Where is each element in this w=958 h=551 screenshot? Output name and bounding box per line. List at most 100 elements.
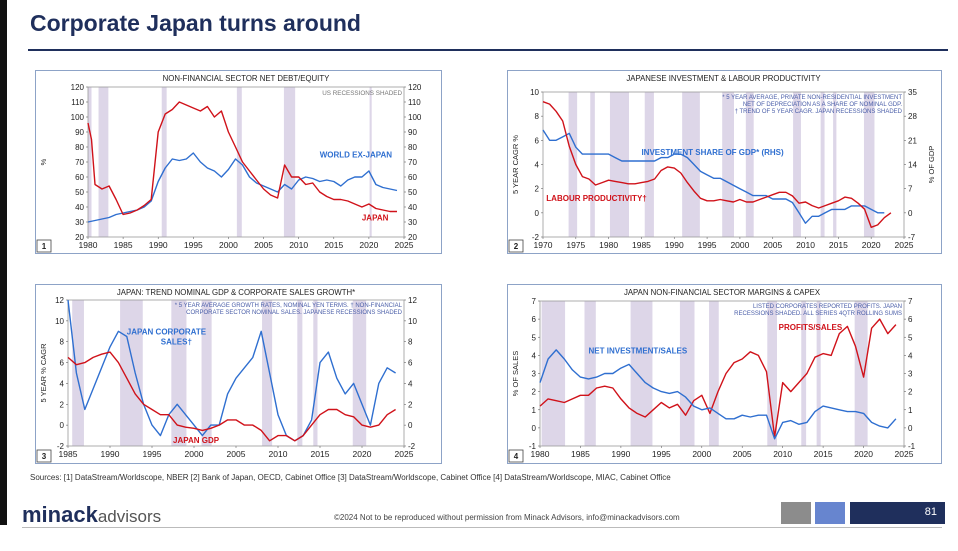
y-tick-label: -1 (529, 442, 537, 451)
recession-band (88, 87, 92, 237)
panel-number-box (36, 449, 52, 463)
y2-tick-label: 2 (408, 400, 413, 409)
y-tick-label: 20 (75, 233, 84, 242)
page-number: 81 (924, 506, 937, 518)
recession-band (820, 92, 825, 237)
y-tick-label: 2 (535, 185, 540, 194)
recession-band (161, 87, 167, 237)
y2-tick-label: 2 (908, 388, 913, 397)
series-line (67, 299, 396, 442)
y-tick-label: 12 (55, 296, 64, 305)
series-label: PROFITS/SALES (779, 323, 843, 332)
recession-band (590, 92, 595, 237)
x-tick-label: 2015 (324, 240, 343, 250)
y2-tick-label: 6 (408, 359, 413, 368)
x-tick-label: 2005 (763, 240, 782, 250)
y-tick-label: -2 (57, 442, 65, 451)
recession-band (369, 87, 372, 237)
x-tick-label: 2010 (773, 449, 792, 459)
chart-title: JAPAN: TREND NOMINAL GDP & CORPORATE SAL… (117, 288, 355, 297)
recession-band (352, 300, 367, 446)
y-tick-label: 120 (71, 83, 85, 92)
y-tick-label: 110 (71, 98, 84, 107)
x-tick-label: 2020 (862, 240, 881, 250)
x-tick-label: 2010 (289, 240, 308, 250)
x-tick-label: 2000 (185, 449, 204, 459)
series-line (542, 129, 885, 224)
footer-divider (22, 527, 942, 528)
x-tick-label: 2020 (359, 240, 378, 250)
y-tick-label: 0 (532, 424, 537, 433)
recession-band (297, 300, 303, 446)
y-tick-label: 1 (532, 406, 537, 415)
recession-band (541, 301, 566, 446)
chart-title: NON-FINANCIAL SECTOR NET DEBT/EQUITY (163, 74, 330, 83)
series-line (67, 351, 396, 442)
footer-grey-square (781, 502, 811, 524)
series-label: JAPAN GDP (173, 436, 220, 445)
recession-band (584, 301, 596, 446)
chart-note-line: * 5 YEAR AVERAGE GROWTH RATES, NOMINAL Y… (175, 303, 403, 309)
recession-band (682, 92, 700, 237)
recession-band (201, 300, 212, 446)
y2-tick-label: 21 (908, 136, 917, 145)
y-tick-label: 3 (532, 370, 537, 379)
y-tick-label: 70 (75, 158, 84, 167)
panel-number: 4 (514, 452, 519, 461)
y-tick-label: 10 (55, 317, 64, 326)
y-tick-label: -2 (532, 233, 540, 242)
y2-tick-label: 14 (908, 161, 917, 170)
y2-tick-label: 8 (408, 338, 413, 347)
y-axis-label: % OF SALES (511, 351, 520, 396)
y2-axis-label: % OF GDP (927, 146, 936, 184)
x-tick-label: 2005 (254, 240, 273, 250)
y-axis-label: % (39, 158, 48, 165)
chart-panel-2: -2 0 2 4 6 8 10 -7 0 7 14 21 28 35 1970 1975 1980 1985 199… (507, 70, 942, 254)
chart-margins-capex: -1 0 1 2 3 4 5 6 7 -1 0 1 2 3 4 5 6 7 1980 1985 1990 1995 2000… (508, 288, 916, 463)
y-tick-label: 4 (532, 351, 537, 360)
y2-tick-label: 6 (908, 315, 913, 324)
recession-band (644, 92, 654, 237)
chart-net-debt-equity: 2030405060708090100110120203040506070809… (36, 74, 422, 253)
y2-tick-label: 4 (908, 351, 913, 360)
panel-number-box (508, 239, 524, 253)
title-divider (28, 49, 948, 51)
y2-tick-label: 40 (408, 203, 417, 212)
recession-band (722, 92, 735, 237)
y2-tick-label: -2 (408, 442, 416, 451)
y2-tick-label: 1 (908, 406, 913, 415)
y-tick-label: 100 (71, 113, 85, 122)
y-axis-label: 5 YEAR % CAGR (39, 343, 48, 403)
recession-band (679, 301, 695, 446)
x-tick-label: 1975 (566, 240, 585, 250)
recession-band (72, 300, 84, 446)
x-tick-label: 2015 (814, 449, 833, 459)
y-tick-label: 6 (532, 315, 537, 324)
y2-tick-label: 20 (408, 233, 417, 242)
x-tick-label: 1985 (114, 240, 133, 250)
x-tick-label: 2025 (395, 240, 414, 250)
x-tick-label: 1985 (571, 449, 590, 459)
y2-tick-label: 50 (408, 188, 417, 197)
panel-number-box (36, 239, 52, 253)
x-tick-label: 2005 (733, 449, 752, 459)
y2-tick-label: 5 (908, 333, 913, 342)
x-tick-label: 1985 (632, 240, 651, 250)
x-tick-label: 2020 (854, 449, 873, 459)
chart-note-line: CORPORATE SECTOR NOMINAL SALES. JAPANESE… (186, 310, 402, 316)
chart-note: US RECESSIONS SHADED (322, 90, 402, 97)
y-tick-label: 60 (75, 173, 84, 182)
y-tick-label: 2 (532, 388, 537, 397)
x-tick-label: 2025 (395, 449, 414, 459)
recession-band (98, 87, 109, 237)
y2-tick-label: 28 (908, 112, 917, 121)
page-number-box: 81 (850, 502, 945, 524)
recession-band (262, 300, 273, 446)
recession-band (568, 92, 578, 237)
x-tick-label: 1980 (79, 240, 98, 250)
minack-logo: minackadvisors (22, 502, 161, 528)
left-accent-bar (0, 0, 7, 525)
x-tick-label: 1980 (531, 449, 550, 459)
recession-band (801, 301, 807, 446)
y2-tick-label: 80 (408, 143, 417, 152)
